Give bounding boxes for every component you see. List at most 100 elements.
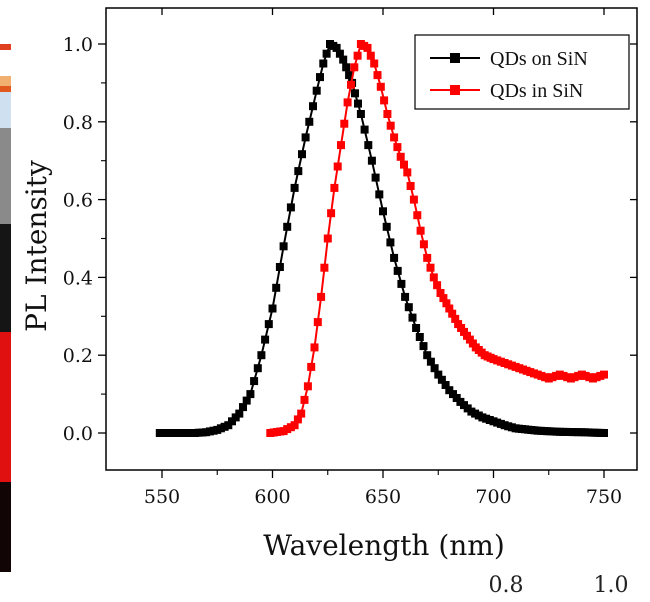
x-tick-label: 700 <box>475 486 511 508</box>
data-point <box>290 421 299 430</box>
data-point <box>239 403 247 412</box>
data-point <box>371 173 380 182</box>
data-point <box>286 203 295 212</box>
data-point <box>383 110 392 118</box>
data-point <box>264 320 273 329</box>
data-point <box>403 168 412 177</box>
data-point <box>303 382 312 391</box>
data-point <box>294 167 303 176</box>
data-point <box>433 281 442 290</box>
data-point <box>330 183 339 192</box>
data-point <box>429 273 438 282</box>
x-axis-title: Wavelength (nm) <box>263 529 505 562</box>
data-point <box>370 59 379 68</box>
data-point <box>401 292 410 301</box>
legend-box <box>414 34 630 110</box>
data-point <box>279 242 288 251</box>
data-point <box>408 313 417 322</box>
data-point <box>390 133 399 142</box>
data-point <box>347 80 355 89</box>
data-point <box>339 55 348 64</box>
data-point <box>423 253 432 262</box>
data-point <box>343 98 352 107</box>
data-point <box>390 253 399 262</box>
data-point <box>441 381 450 389</box>
data-point <box>367 156 376 165</box>
data-point <box>322 49 331 58</box>
data-point <box>413 211 422 220</box>
legend-marker-qds-in-sin <box>450 85 460 95</box>
data-point <box>419 240 428 249</box>
data-point <box>360 125 369 134</box>
data-point <box>409 195 418 204</box>
data-point <box>366 51 375 60</box>
data-point <box>416 226 425 235</box>
y-tick-label: 0.8 <box>63 112 93 134</box>
y-axis-title: PL Intensity <box>20 160 53 332</box>
data-point <box>442 299 451 308</box>
data-point <box>396 152 405 161</box>
data-point <box>312 86 321 95</box>
data-point <box>297 409 306 418</box>
data-point <box>600 429 608 437</box>
data-point <box>436 289 445 297</box>
data-point <box>313 318 322 327</box>
data-point <box>340 119 349 128</box>
data-point <box>363 43 372 52</box>
data-point <box>298 150 306 159</box>
data-point <box>272 283 281 292</box>
y-tick-label: 0.2 <box>63 345 93 367</box>
data-point <box>337 141 345 150</box>
data-point <box>412 324 421 332</box>
data-point <box>426 357 435 366</box>
data-point <box>268 304 277 313</box>
data-point <box>319 59 328 68</box>
data-point <box>305 117 314 126</box>
data-point <box>393 143 402 152</box>
legend-label-qds-on-sin: QDs on SiN <box>490 48 588 70</box>
series-qds-in-sin <box>266 40 608 437</box>
series-qds-on-sin <box>155 40 608 437</box>
data-point <box>437 375 446 384</box>
data-point <box>382 222 391 231</box>
y-tick-label: 0.4 <box>63 267 93 289</box>
data-point <box>373 71 382 80</box>
data-point <box>317 292 326 301</box>
data-point <box>445 304 454 313</box>
data-point <box>379 207 387 216</box>
x-tick-label: 650 <box>365 486 401 508</box>
data-point <box>283 222 292 231</box>
data-point <box>423 351 432 360</box>
y-tick-label: 0.6 <box>63 190 93 212</box>
legend-marker-qds-on-sin <box>450 53 460 63</box>
data-point <box>307 362 316 371</box>
legend-label-qds-in-sin: QDs in SiN <box>490 80 583 102</box>
data-point <box>400 160 408 169</box>
data-point <box>353 51 362 60</box>
data-point <box>430 364 439 373</box>
data-point <box>316 73 324 82</box>
data-point <box>332 43 341 52</box>
data-point <box>434 370 443 379</box>
axis-ticks: 550 600 650 700 750 0.0 0.2 0.4 0.6 0.8 1.0 <box>63 8 637 508</box>
data-point <box>397 279 406 288</box>
data-point <box>235 409 244 418</box>
data-point <box>386 238 395 247</box>
y-tick-label: 0.0 <box>63 423 93 445</box>
data-point <box>404 303 413 312</box>
data-point <box>376 82 385 91</box>
stray-label-2: 1.0 <box>594 573 629 598</box>
data-point <box>301 133 310 142</box>
data-point <box>327 209 336 218</box>
series-layer <box>155 40 608 437</box>
data-point <box>333 162 342 171</box>
legend: QDs on SiN QDs in SiN <box>414 34 630 110</box>
data-point <box>354 99 362 108</box>
data-point <box>293 415 302 424</box>
x-tick-label: 750 <box>586 486 622 508</box>
data-point <box>257 351 266 360</box>
x-tick-label: 550 <box>144 486 180 508</box>
data-point <box>415 333 424 341</box>
data-point <box>375 190 384 199</box>
data-point <box>342 63 351 72</box>
